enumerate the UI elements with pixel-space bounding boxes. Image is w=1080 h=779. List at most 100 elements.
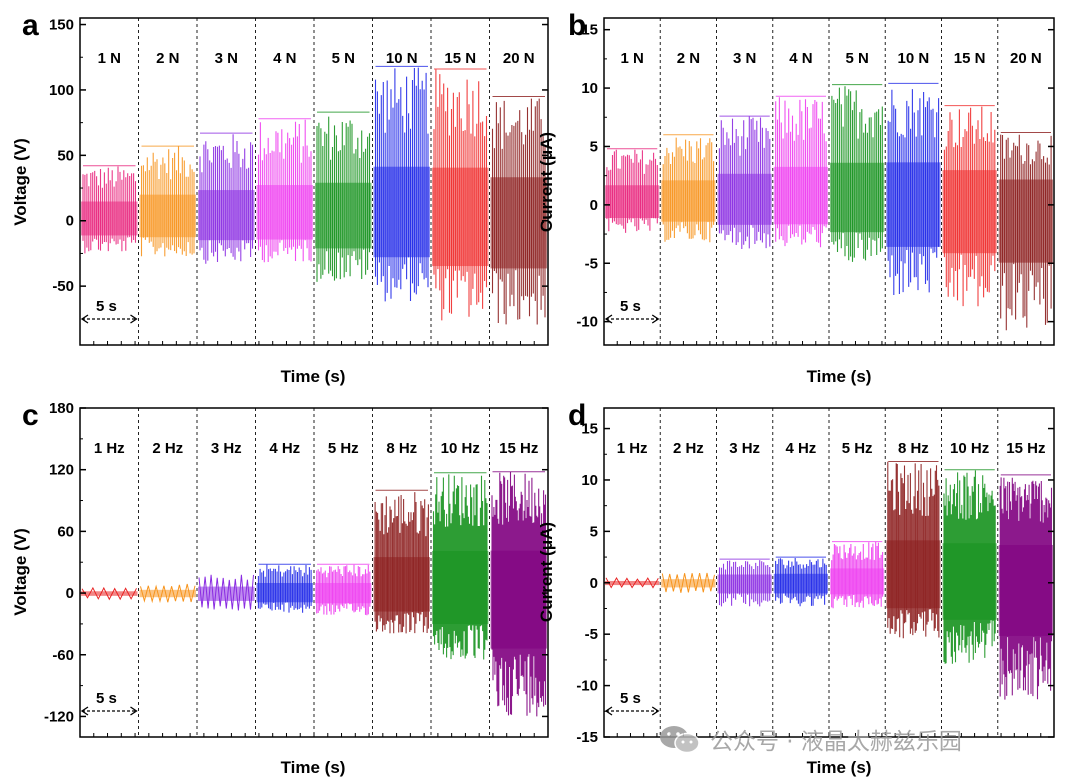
y-tick-label: 0: [590, 575, 598, 592]
trace-wave: [140, 583, 196, 604]
trace-band: [605, 185, 660, 218]
y-tick-label: 15: [581, 421, 598, 438]
segment-label: 1 N: [620, 50, 643, 67]
series-trace: [886, 460, 941, 639]
trace-band: [81, 201, 138, 236]
trace-band: [886, 540, 941, 609]
trace-spikes: [943, 106, 996, 307]
trace-spikes: [718, 116, 771, 249]
trace-spikes: [606, 149, 658, 233]
series-trace: [942, 105, 997, 307]
y-tick-label: -5: [585, 255, 598, 272]
trace-wave: [661, 572, 715, 593]
segment-label: 15 Hz: [1006, 440, 1045, 457]
segment-label: 2 Hz: [673, 440, 704, 457]
series-trace: [81, 165, 138, 254]
y-axis-label: Current (μA): [537, 522, 556, 622]
segment-label: 4 Hz: [269, 440, 300, 457]
y-tick-label: 60: [57, 523, 74, 540]
trace-band: [373, 166, 430, 258]
y-tick-label: -10: [576, 314, 598, 331]
trace-wave: [198, 574, 254, 611]
y-tick-label: 150: [49, 17, 74, 34]
scale-bar-label: 5 s: [620, 298, 641, 315]
trace-spikes: [831, 541, 884, 609]
panel-d: d 1 Hz 2 Hz 3 Hz 4 Hz 5 Hz 8 Hz 10 Hz 15 Hz -15 -1…: [537, 399, 1055, 777]
segment-label: 15 Hz: [499, 440, 538, 457]
segment-label: 5 N: [845, 50, 868, 67]
trace-spikes: [257, 119, 312, 263]
y-tick-label: -10: [576, 678, 598, 695]
panel-letter: c: [22, 399, 39, 432]
series-trace: [998, 474, 1053, 700]
trace-spikes: [1000, 134, 1052, 331]
y-tick-label: -5: [585, 626, 598, 643]
y-tick-label: 120: [49, 462, 74, 479]
scale-bar-label: 5 s: [620, 690, 641, 707]
series-trace: [256, 118, 313, 263]
segment-label: 15 N: [444, 50, 476, 67]
y-axis-label: Voltage (V): [11, 528, 30, 616]
trace-band: [373, 557, 430, 612]
series-trace: [605, 148, 660, 233]
x-axis-label: Time (s): [281, 367, 346, 386]
series-trace: [198, 574, 255, 611]
series-trace: [490, 95, 547, 325]
segment-label: 1 N: [98, 50, 121, 67]
y-tick-label: 0: [66, 213, 74, 230]
panel-letter: a: [22, 9, 39, 42]
segment-label: 1 Hz: [94, 440, 125, 457]
series-trace: [717, 558, 772, 607]
segment-label: 2 N: [156, 50, 179, 67]
segment-label: 2 Hz: [152, 440, 183, 457]
trace-spikes: [316, 116, 371, 282]
segment-label: 8 Hz: [386, 440, 417, 457]
y-axis-label: Current (μA): [537, 132, 556, 232]
segment-label: 15 N: [954, 50, 986, 67]
series-trace: [256, 563, 313, 613]
x-axis-label: Time (s): [807, 367, 872, 386]
trace-spikes: [491, 472, 547, 717]
trace-band: [139, 194, 196, 238]
x-axis-label: Time (s): [807, 758, 872, 777]
panel-a: a 1 N 2 N 3 N 4 N 5 N 10 N 15 N 20 N -50 0 50 100 150…: [11, 9, 549, 386]
segment-label: 5 Hz: [842, 440, 873, 457]
trace-band: [773, 166, 828, 225]
y-tick-label: -15: [576, 729, 598, 746]
trace-band: [81, 591, 138, 596]
trace-spikes: [316, 564, 371, 616]
trace-spikes: [887, 89, 940, 295]
series-trace: [886, 82, 941, 295]
series-trace: [605, 576, 660, 589]
trace-band: [256, 185, 313, 240]
scale-bar-arrow-left: [80, 706, 89, 716]
y-tick-label: 5: [590, 523, 598, 540]
y-tick-label: 15: [581, 22, 598, 39]
trace-spikes: [943, 470, 996, 664]
series-trace: [373, 489, 430, 634]
y-tick-label: 10: [581, 472, 598, 489]
trace-band: [830, 162, 885, 233]
series-trace: [830, 541, 885, 609]
segment-label: 3 Hz: [729, 440, 760, 457]
trace-spikes: [257, 564, 312, 613]
scale-bar-arrow-left: [604, 706, 613, 716]
scale-bar-arrow-right: [130, 706, 138, 716]
trace-spikes: [374, 67, 429, 302]
series-trace: [661, 572, 716, 593]
y-tick-label: 180: [49, 400, 74, 417]
trace-band: [942, 170, 997, 254]
series-trace: [373, 65, 430, 302]
segment-label: 8 Hz: [898, 440, 929, 457]
series-trace: [198, 132, 255, 264]
trace-band: [661, 180, 716, 222]
trace-band: [661, 579, 716, 588]
trace-band: [717, 173, 772, 225]
series-trace: [717, 115, 772, 249]
series-trace: [773, 95, 828, 248]
y-tick-label: 5: [590, 138, 598, 155]
series-trace: [998, 131, 1053, 331]
y-tick-label: 10: [581, 80, 598, 97]
series-trace: [490, 471, 547, 717]
